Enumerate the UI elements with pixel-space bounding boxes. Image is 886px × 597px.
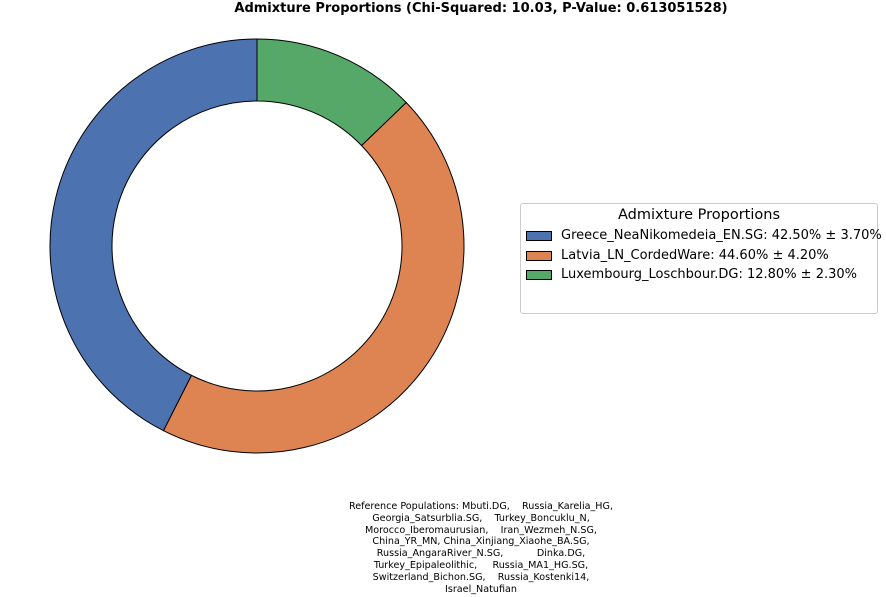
reference-populations-note: Reference Populations: Mbuti.DG, Russia_… <box>348 501 614 595</box>
legend-label-greece: Greece_NeaNikomedeia_EN.SG: 42.50% ± 3.7… <box>561 228 882 243</box>
legend-swatch-greece <box>526 231 552 241</box>
legend-item-latvia: Latvia_LN_CordedWare: 44.60% ± 4.20% <box>521 247 877 267</box>
legend-title: Admixture Proportions <box>617 207 781 223</box>
legend-swatch-luxembourg <box>526 270 552 280</box>
legend-item-greece: Greece_NeaNikomedeia_EN.SG: 42.50% ± 3.7… <box>521 227 882 247</box>
donut-slices <box>49 38 465 454</box>
donut-slice-latvia <box>162 101 465 454</box>
chart-title: Admixture Proportions (Chi-Squared: 10.0… <box>234 1 728 16</box>
legend-swatch-latvia <box>526 250 552 261</box>
donut-slice-luxembourg <box>256 38 407 147</box>
legend: Admixture Proportions Greece_NeaNikomede… <box>520 203 882 314</box>
legend-label-luxembourg: Luxembourg_Loschbour.DG: 12.80% ± 2.30% <box>561 267 857 282</box>
donut-slice-greece <box>49 38 258 432</box>
legend-item-luxembourg: Luxembourg_Loschbour.DG: 12.80% ± 2.30% <box>521 266 877 286</box>
legend-label-latvia: Latvia_LN_CordedWare: 44.60% ± 4.20% <box>561 247 829 263</box>
